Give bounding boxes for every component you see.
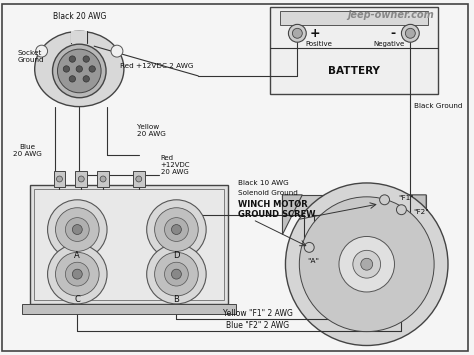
Circle shape bbox=[65, 262, 89, 286]
Circle shape bbox=[76, 66, 82, 72]
Bar bbox=[280, 11, 428, 25]
Circle shape bbox=[55, 208, 99, 251]
Polygon shape bbox=[406, 195, 426, 235]
Circle shape bbox=[56, 176, 63, 182]
Circle shape bbox=[100, 176, 106, 182]
Text: B: B bbox=[173, 295, 179, 304]
Circle shape bbox=[47, 244, 107, 304]
Circle shape bbox=[73, 225, 82, 235]
Circle shape bbox=[53, 44, 106, 98]
Circle shape bbox=[47, 200, 107, 259]
Circle shape bbox=[339, 236, 394, 292]
Circle shape bbox=[146, 244, 206, 304]
Circle shape bbox=[146, 200, 206, 259]
Text: BATTERY: BATTERY bbox=[328, 66, 380, 76]
Text: Red
+12VDC
20 AWG: Red +12VDC 20 AWG bbox=[161, 155, 190, 175]
Circle shape bbox=[164, 262, 188, 286]
Circle shape bbox=[401, 24, 419, 42]
Circle shape bbox=[405, 28, 415, 38]
Text: jeep-owner.com: jeep-owner.com bbox=[347, 10, 434, 20]
Text: Black 20 AWG: Black 20 AWG bbox=[53, 12, 106, 21]
Ellipse shape bbox=[35, 31, 124, 106]
Circle shape bbox=[380, 195, 390, 205]
Circle shape bbox=[36, 45, 47, 57]
Bar bbox=[270, 6, 438, 94]
Text: "F2": "F2" bbox=[413, 209, 429, 215]
Circle shape bbox=[285, 183, 448, 345]
Circle shape bbox=[172, 225, 182, 235]
Circle shape bbox=[172, 269, 182, 279]
Circle shape bbox=[304, 242, 314, 252]
Circle shape bbox=[69, 56, 75, 62]
Circle shape bbox=[111, 45, 123, 57]
Circle shape bbox=[57, 49, 101, 93]
Text: Black Ground: Black Ground bbox=[414, 103, 463, 109]
Circle shape bbox=[73, 269, 82, 279]
Circle shape bbox=[396, 205, 406, 215]
Bar bbox=[54, 171, 65, 187]
Circle shape bbox=[65, 218, 89, 241]
Text: Black 10 AWG: Black 10 AWG bbox=[238, 180, 289, 186]
Bar bbox=[133, 171, 145, 187]
Circle shape bbox=[164, 218, 188, 241]
Text: -: - bbox=[390, 27, 395, 40]
Bar bbox=[75, 171, 87, 187]
Text: Positive: Positive bbox=[306, 41, 333, 47]
Polygon shape bbox=[283, 195, 302, 235]
Circle shape bbox=[299, 197, 434, 332]
Text: Yellow "F1" 2 AWG: Yellow "F1" 2 AWG bbox=[223, 309, 292, 318]
Bar bbox=[34, 189, 224, 300]
Text: Blue "F2" 2 AWG: Blue "F2" 2 AWG bbox=[226, 321, 289, 330]
Circle shape bbox=[83, 76, 90, 82]
Circle shape bbox=[353, 250, 381, 278]
Text: WINCH MOTOR
GROUND SCREW: WINCH MOTOR GROUND SCREW bbox=[238, 200, 315, 219]
Circle shape bbox=[155, 208, 198, 251]
Circle shape bbox=[288, 24, 306, 42]
Bar bbox=[22, 304, 236, 314]
Text: Yellow
20 AWG: Yellow 20 AWG bbox=[137, 124, 165, 137]
Circle shape bbox=[63, 66, 70, 72]
Circle shape bbox=[155, 252, 198, 296]
Circle shape bbox=[78, 176, 84, 182]
Circle shape bbox=[89, 66, 95, 72]
Text: D: D bbox=[173, 251, 180, 260]
Text: Negative: Negative bbox=[373, 41, 404, 47]
Text: Red +12VDC 2 AWG: Red +12VDC 2 AWG bbox=[120, 63, 193, 69]
Text: "A": "A" bbox=[307, 258, 319, 264]
Text: "F1": "F1" bbox=[399, 195, 414, 201]
Bar bbox=[72, 31, 87, 43]
Circle shape bbox=[83, 56, 90, 62]
Text: +: + bbox=[310, 27, 320, 40]
Text: Socket
Ground: Socket Ground bbox=[18, 50, 45, 62]
Circle shape bbox=[55, 252, 99, 296]
Polygon shape bbox=[283, 195, 426, 215]
Bar bbox=[97, 171, 109, 187]
Circle shape bbox=[292, 28, 302, 38]
Circle shape bbox=[69, 76, 75, 82]
Circle shape bbox=[361, 258, 373, 270]
Text: Blue
20 AWG: Blue 20 AWG bbox=[13, 144, 42, 157]
Bar bbox=[30, 185, 228, 304]
Text: C: C bbox=[74, 295, 80, 304]
Text: Solenoid Ground: Solenoid Ground bbox=[238, 190, 298, 196]
Text: A: A bbox=[74, 251, 80, 260]
Circle shape bbox=[136, 176, 142, 182]
